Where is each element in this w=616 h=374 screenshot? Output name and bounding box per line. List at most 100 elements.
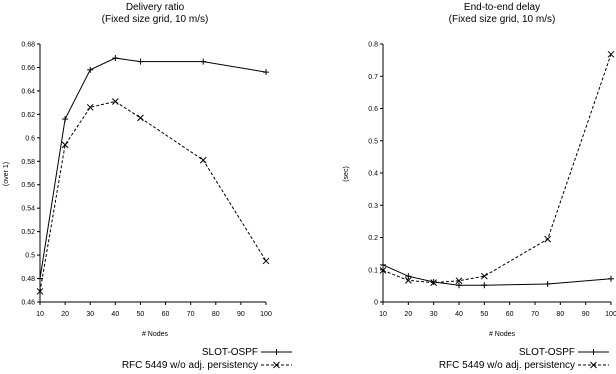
y-tick-label: 0.56 (21, 182, 35, 189)
y-tick-label: 0.48 (21, 276, 35, 283)
data-point-slot-ospf (481, 282, 488, 289)
y-tick-label: 0.5 (25, 253, 35, 260)
y-tick-label: 0.58 (21, 159, 35, 166)
x-tick-label: 20 (404, 311, 412, 318)
legend-marker-shape (590, 361, 597, 369)
series-line-rfc-5449 (382, 54, 612, 284)
legend-marker-shape (273, 361, 280, 369)
legend-marker-shape (273, 349, 280, 355)
x-tick-label: 70 (531, 311, 539, 318)
data-point-slot-ospf (544, 280, 551, 287)
data-point-slot-ospf (137, 58, 144, 65)
y-tick-label: 0.52 (21, 229, 35, 236)
y-tick-label: 0.66 (21, 65, 35, 72)
data-point-rfc-5449 (36, 288, 44, 295)
data-point-rfc-5449 (111, 98, 119, 105)
data-point-rfc-5449 (607, 50, 615, 58)
data-point-rfc-5449-b (137, 114, 144, 122)
data-point-rfc-5449 (404, 277, 412, 284)
y-tick-label: 0.7 (368, 74, 378, 81)
x-tick-label: 90 (237, 311, 245, 318)
y-tick-label: 0.3 (368, 203, 378, 210)
x-tick-label: 100 (260, 311, 272, 318)
data-point-slot-ospf (200, 58, 207, 65)
chart-title: Delivery ratio (126, 2, 185, 13)
x-tick-label: 10 (379, 311, 387, 318)
data-point-rfc-5449 (430, 279, 438, 287)
data-point-rfc-5449 (455, 277, 463, 285)
x-tick-label: 10 (36, 311, 44, 318)
series-line-slot-ospf (39, 57, 267, 279)
legend-marker-shape-b (273, 361, 280, 369)
data-point-rfc-5449-b (199, 156, 207, 164)
data-point-rfc-5449-b (544, 235, 552, 243)
data-point-rfc-5449 (544, 235, 552, 243)
data-point-rfc-5449-b (455, 277, 463, 285)
data-point-rfc-5449-b (379, 267, 387, 274)
data-point-slot-ospf (380, 261, 386, 268)
data-point-rfc-5449-b (480, 272, 488, 280)
legend: SLOT-OSPF RFC 5449 w/o adj. persistency (439, 347, 609, 371)
legend-label-slot-ospf: SLOT-OSPF (519, 347, 575, 358)
data-point-slot-ospf (62, 116, 69, 123)
data-point-rfc-5449-b (61, 141, 69, 149)
data-point-slot-ospf (112, 55, 119, 62)
x-tick-label: 50 (137, 311, 145, 318)
x-tick-label: 40 (111, 311, 119, 318)
y-axis-label: (over 1) (3, 162, 10, 186)
data-point-rfc-5449 (480, 272, 488, 280)
y-tick-label: 0.6 (25, 135, 35, 142)
y-tick-label: 0.4 (368, 171, 378, 178)
series-line-slot-ospf (382, 264, 612, 286)
y-tick-label: 0.46 (21, 300, 35, 307)
x-tick-label: 90 (582, 311, 590, 318)
legend-marker-slot-ospf (590, 349, 597, 355)
y-tick-label: 0.5 (368, 138, 378, 145)
x-tick-label: 30 (430, 311, 438, 318)
data-point-slot-ospf (263, 69, 269, 76)
y-tick-label: 0.62 (21, 112, 35, 119)
plot-area: 0 0.1 0.2 0.3 0.4 0.5 0.6 0.7 0.8 10 20 30 40 50 60 70 8… (368, 42, 616, 319)
y-tick-label: 0.6 (368, 106, 378, 113)
legend-marker-slot-ospf (273, 349, 280, 355)
legend-label-rfc-5449: RFC 5449 w/o adj. persistency (439, 360, 575, 371)
x-axis-label: # Nodes (489, 331, 516, 338)
data-point-rfc-5449-b (607, 50, 615, 58)
y-tick-label: 0.54 (21, 206, 35, 213)
data-point-slot-ospf (37, 275, 43, 282)
legend-marker-shape (590, 349, 597, 355)
data-point-rfc-5449 (137, 114, 144, 122)
x-tick-label: 70 (187, 311, 195, 318)
x-tick-label: 60 (162, 311, 170, 318)
legend-label-rfc-5449: RFC 5449 w/o adj. persistency (122, 360, 258, 371)
x-tick-label: 60 (506, 311, 514, 318)
chart-title: End-to-end delay (464, 2, 540, 13)
plot-area: 0.46 0.48 0.5 0.52 0.54 0.56 0.58 0.6 0.62 0.64 0.… (21, 42, 272, 319)
y-tick-label: 0.1 (368, 267, 378, 274)
x-axis-label: # Nodes (142, 331, 169, 338)
x-tick-label: 40 (455, 311, 463, 318)
data-point-rfc-5449 (379, 267, 387, 274)
data-point-rfc-5449 (199, 156, 207, 164)
legend-marker-rfc-5449 (590, 361, 597, 369)
data-point-rfc-5449 (262, 257, 270, 265)
y-tick-label: 0.64 (21, 88, 35, 95)
data-point-rfc-5449 (86, 103, 94, 111)
delivery-ratio-chart: Delivery ratio (Fixed size grid, 10 m/s)… (3, 2, 292, 371)
legend-label-slot-ospf: SLOT-OSPF (202, 347, 258, 358)
legend: SLOT-OSPF RFC 5449 w/o adj. persistency (122, 347, 292, 371)
series-line-rfc-5449 (39, 100, 267, 292)
x-tick-label: 20 (61, 311, 69, 318)
data-point-rfc-5449-b (430, 279, 438, 287)
data-point-slot-ospf (608, 275, 614, 282)
x-tick-label: 80 (556, 311, 564, 318)
x-tick-label: 100 (605, 311, 616, 318)
x-tick-label: 80 (212, 311, 220, 318)
data-point-rfc-5449-b (86, 103, 94, 111)
y-tick-label: 0.8 (368, 42, 378, 49)
data-point-slot-ospf (87, 66, 94, 73)
legend-marker-shape-b (590, 361, 597, 369)
y-axis-label: (sec) (343, 166, 350, 182)
data-point-slot-ospf (405, 273, 412, 280)
